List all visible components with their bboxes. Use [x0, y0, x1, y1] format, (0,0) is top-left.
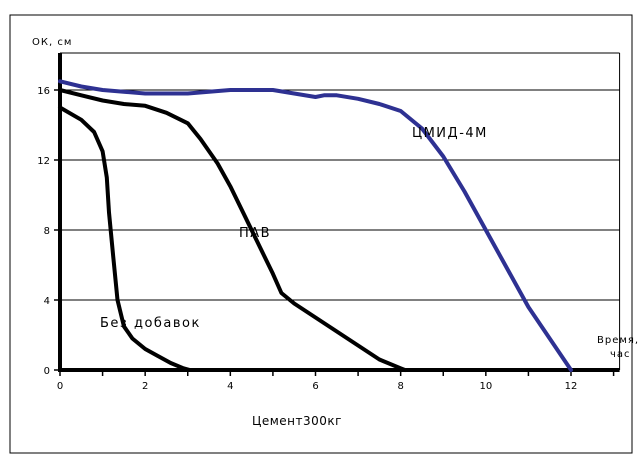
y-tick-label-16: 16 — [37, 86, 50, 97]
x-tick-label-4: 4 — [227, 381, 233, 392]
y-tick-label-12: 12 — [37, 156, 50, 167]
y-tick-label-4: 4 — [44, 296, 50, 307]
x-axis-title-line-1: Время, — [597, 335, 639, 346]
chart-frame — [9, 14, 633, 454]
series-line-0 — [58, 79, 573, 372]
series-label-pav: ПАВ — [239, 226, 271, 241]
ticks: 0 4 8 12 16 0 2 4 6 8 10 12 — [37, 86, 615, 392]
y-tick-label-8: 8 — [44, 226, 50, 237]
series-label-cmid: ЦМИД-4М — [412, 126, 488, 141]
series-label-no-additives: Без добавок — [100, 316, 201, 331]
x-tick-label-12: 12 — [565, 381, 578, 392]
x-tick-label-2: 2 — [142, 381, 148, 392]
y-axis-title: ОК, см — [32, 37, 72, 48]
x-tick-label-0: 0 — [57, 381, 63, 392]
x-axis-title-line-2: час — [610, 349, 631, 360]
series-line-1 — [58, 88, 407, 372]
chart-caption: Цемент300кг — [252, 414, 342, 428]
y-tick-label-0: 0 — [44, 366, 50, 377]
series-line-2 — [58, 105, 192, 372]
x-tick-label-10: 10 — [479, 381, 492, 392]
x-tick-label-6: 6 — [312, 381, 318, 392]
series-lines — [58, 79, 573, 372]
x-tick-label-8: 8 — [397, 381, 403, 392]
